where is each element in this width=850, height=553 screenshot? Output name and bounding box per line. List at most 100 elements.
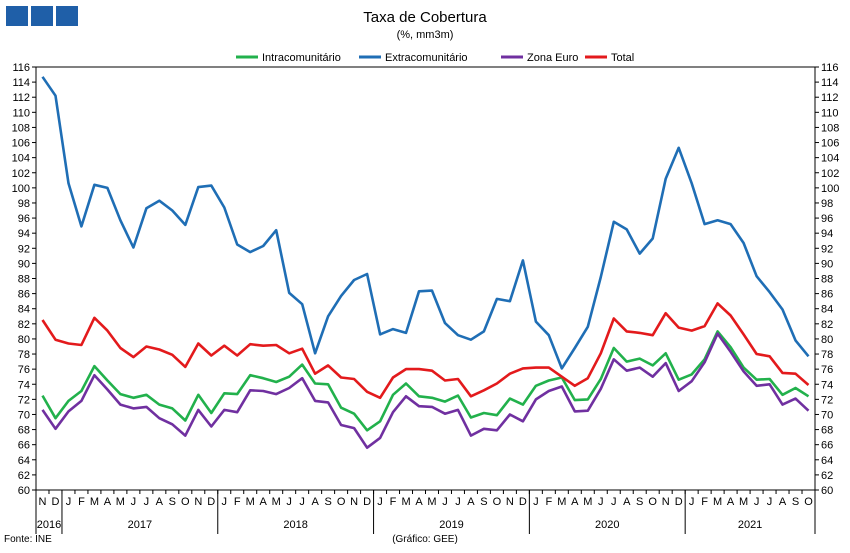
x-tick-label: M <box>272 496 281 508</box>
y-tick-label-right: 102 <box>821 168 839 180</box>
x-tick-label: M <box>90 496 99 508</box>
y-tick-label-right: 108 <box>821 122 839 134</box>
x-tick-label: D <box>675 496 683 508</box>
x-tick-label: J <box>598 496 604 508</box>
x-tick-label: J <box>455 496 461 508</box>
x-tick-label: F <box>78 496 85 508</box>
x-tick-label: F <box>390 496 397 508</box>
y-tick-label-right: 66 <box>821 440 833 452</box>
y-tick-label-left: 68 <box>18 425 30 437</box>
x-tick-label: J <box>767 496 773 508</box>
x-tick-label: A <box>571 496 579 508</box>
x-tick-label: J <box>66 496 72 508</box>
x-tick-label: J <box>144 496 150 508</box>
x-tick-label: M <box>583 496 592 508</box>
source-note: Fonte: INE <box>4 534 52 545</box>
x-tick-label: S <box>324 496 331 508</box>
x-tick-label: A <box>727 496 735 508</box>
y-tick-label-left: 110 <box>12 107 30 119</box>
x-tick-label: S <box>169 496 176 508</box>
x-tick-label: J <box>754 496 760 508</box>
y-tick-label-right: 110 <box>821 107 839 119</box>
x-tick-label: O <box>648 496 657 508</box>
x-tick-label: F <box>234 496 241 508</box>
y-tick-label-right: 96 <box>821 213 833 225</box>
x-tick-label: M <box>739 496 748 508</box>
y-tick-label-left: 96 <box>18 213 30 225</box>
x-tick-label: D <box>519 496 527 508</box>
logo-block <box>56 6 78 26</box>
chart-subtitle: (%, mm3m) <box>396 29 454 41</box>
y-tick-label-right: 74 <box>821 379 833 391</box>
x-tick-label: M <box>116 496 125 508</box>
y-tick-label-right: 86 <box>821 289 833 301</box>
y-tick-label-left: 108 <box>12 122 30 134</box>
y-tick-label-left: 74 <box>18 379 30 391</box>
x-tick-label: M <box>427 496 436 508</box>
x-tick-label: J <box>299 496 305 508</box>
x-tick-label: J <box>131 496 137 508</box>
x-tick-label: J <box>611 496 617 508</box>
y-tick-label-right: 72 <box>821 394 833 406</box>
y-tick-label-right: 76 <box>821 364 833 376</box>
x-tick-label: J <box>377 496 383 508</box>
y-tick-label-right: 60 <box>821 485 833 497</box>
y-tick-label-right: 82 <box>821 319 833 331</box>
y-tick-label-right: 64 <box>821 455 833 467</box>
x-tick-label: O <box>804 496 813 508</box>
x-tick-label: N <box>194 496 202 508</box>
y-tick-label-right: 112 <box>821 92 839 104</box>
y-tick-label-left: 102 <box>12 168 30 180</box>
year-label: 2021 <box>738 519 762 531</box>
y-tick-label-left: 82 <box>18 319 30 331</box>
x-tick-label: M <box>557 496 566 508</box>
year-label: 2017 <box>128 519 152 531</box>
y-tick-label-left: 78 <box>18 349 30 361</box>
chart-title: Taxa de Cobertura <box>363 9 487 26</box>
x-tick-label: J <box>689 496 695 508</box>
y-tick-label-right: 92 <box>821 243 833 255</box>
x-tick-label: A <box>779 496 787 508</box>
x-tick-label: A <box>104 496 112 508</box>
x-tick-label: J <box>442 496 448 508</box>
year-label: 2016 <box>37 519 61 531</box>
y-tick-label-left: 86 <box>18 289 30 301</box>
x-tick-label: N <box>39 496 47 508</box>
y-tick-label-left: 70 <box>18 409 30 421</box>
y-tick-label-right: 104 <box>821 153 839 165</box>
credit-note: (Gráfico: GEE) <box>392 534 458 545</box>
x-tick-label: F <box>701 496 708 508</box>
y-tick-label-left: 116 <box>12 62 30 74</box>
y-tick-label-left: 66 <box>18 440 30 452</box>
x-tick-label: O <box>493 496 502 508</box>
y-tick-label-left: 60 <box>18 485 30 497</box>
x-tick-label: A <box>311 496 319 508</box>
series-line <box>41 302 810 400</box>
x-tick-label: J <box>222 496 228 508</box>
plot-frame <box>35 66 816 491</box>
y-tick-label-left: 90 <box>18 258 30 270</box>
legend-label: Zona Euro <box>527 52 578 64</box>
y-tick-label-right: 98 <box>821 198 833 210</box>
x-tick-label: N <box>662 496 670 508</box>
x-tick-label: D <box>363 496 371 508</box>
y-tick-label-left: 104 <box>12 153 30 165</box>
x-tick-label: J <box>533 496 539 508</box>
y-tick-label-right: 88 <box>821 274 833 286</box>
y-tick-label-right: 70 <box>821 409 833 421</box>
y-tick-label-left: 94 <box>18 228 30 240</box>
x-tick-label: D <box>207 496 215 508</box>
x-tick-label: O <box>181 496 190 508</box>
logo-block <box>6 6 28 26</box>
x-tick-label: D <box>51 496 59 508</box>
x-tick-label: O <box>337 496 346 508</box>
y-tick-label-right: 116 <box>821 62 839 74</box>
y-tick-label-right: 106 <box>821 138 839 150</box>
year-label: 2020 <box>595 519 619 531</box>
x-tick-label: A <box>415 496 423 508</box>
series-line <box>41 76 810 370</box>
y-tick-label-left: 64 <box>18 455 30 467</box>
x-tick-label: N <box>350 496 358 508</box>
x-tick-label: J <box>286 496 292 508</box>
y-tick-label-right: 84 <box>821 304 833 316</box>
